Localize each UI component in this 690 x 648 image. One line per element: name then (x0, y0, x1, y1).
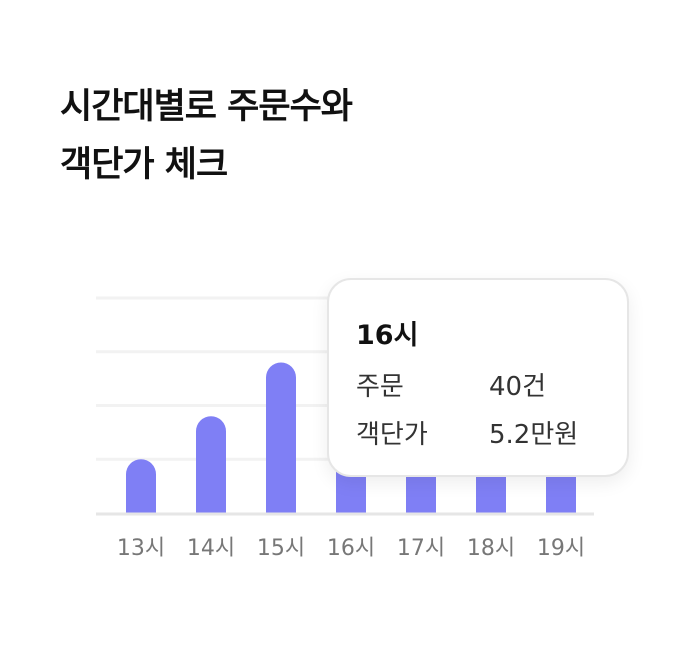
x-tick-label: 18시 (467, 536, 515, 561)
tooltip-value: 40건 (489, 372, 547, 402)
title-line-2: 객단가 체크 (60, 145, 228, 185)
x-tick-label: 14시 (187, 536, 235, 561)
tooltip-value: 5.2만원 (489, 420, 579, 450)
x-tick-label: 16시 (327, 536, 375, 561)
tooltip-label: 주문 (356, 372, 404, 402)
tooltip-title: 16시 (356, 320, 419, 351)
page-title: 시간대별로 주문수와 객단가 체크 (60, 78, 353, 194)
x-tick-label: 17시 (397, 536, 445, 561)
x-tick-label: 19시 (537, 536, 585, 561)
x-tick-label: 15시 (257, 536, 305, 561)
chart-tooltip: 16시 주문 40건 객단가 5.2만원 (327, 278, 629, 477)
tooltip-row-orders: 주문 40건 (356, 366, 546, 403)
bar-15시[interactable] (266, 362, 296, 513)
x-tick-label: 13시 (117, 536, 165, 561)
title-line-1: 시간대별로 주문수와 (60, 87, 353, 127)
tooltip-label: 객단가 (356, 420, 428, 450)
bar-14시[interactable] (196, 416, 226, 513)
tooltip-row-avg-price: 객단가 5.2만원 (356, 414, 578, 451)
bar-13시[interactable] (126, 459, 156, 513)
